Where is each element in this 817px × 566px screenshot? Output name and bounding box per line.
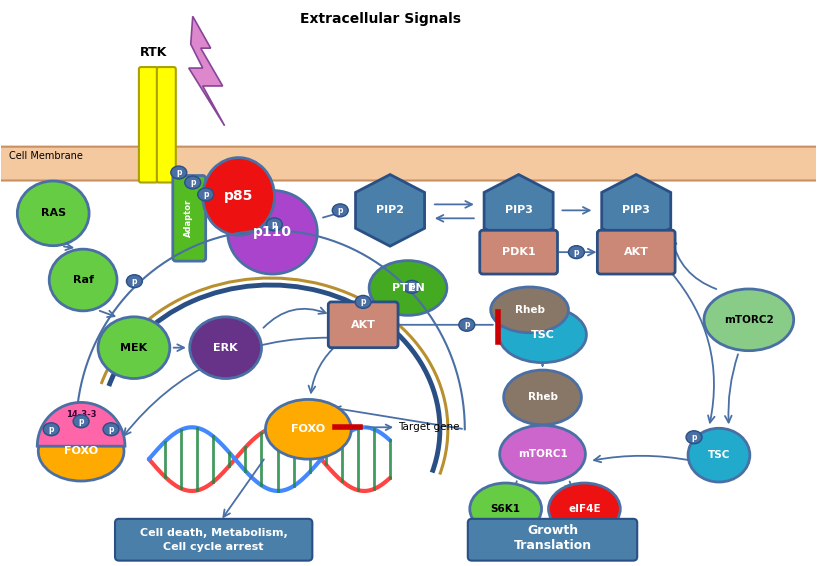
Ellipse shape: [228, 190, 317, 274]
Ellipse shape: [266, 218, 283, 231]
Ellipse shape: [171, 166, 187, 179]
Text: Raf: Raf: [73, 275, 94, 285]
Text: Cell Membrane: Cell Membrane: [9, 151, 83, 161]
FancyBboxPatch shape: [115, 519, 312, 561]
Text: p: p: [48, 424, 54, 434]
Ellipse shape: [98, 317, 170, 379]
Ellipse shape: [688, 428, 750, 482]
Ellipse shape: [49, 249, 117, 311]
Ellipse shape: [686, 431, 702, 444]
Text: Adaptor: Adaptor: [185, 199, 194, 238]
Text: AKT: AKT: [624, 247, 649, 257]
Ellipse shape: [369, 260, 447, 315]
Text: eIF4E: eIF4E: [568, 504, 600, 514]
Text: mTORC2: mTORC2: [724, 315, 774, 325]
Ellipse shape: [569, 246, 584, 259]
FancyBboxPatch shape: [328, 302, 398, 348]
Polygon shape: [601, 174, 671, 246]
Ellipse shape: [498, 307, 587, 363]
Text: PIP3: PIP3: [505, 205, 533, 215]
Text: p85: p85: [224, 190, 253, 203]
Text: p: p: [337, 206, 343, 215]
Text: p: p: [176, 168, 181, 177]
FancyBboxPatch shape: [173, 175, 206, 261]
Text: RTK: RTK: [141, 46, 167, 59]
Ellipse shape: [266, 400, 351, 459]
Wedge shape: [38, 402, 125, 446]
Text: Cell death, Metabolism,: Cell death, Metabolism,: [140, 528, 288, 538]
Ellipse shape: [355, 295, 371, 308]
Text: Rheb: Rheb: [528, 392, 557, 402]
Text: mTORC1: mTORC1: [518, 449, 568, 459]
Text: Growth: Growth: [527, 524, 578, 537]
Ellipse shape: [491, 287, 569, 333]
Text: p: p: [271, 220, 277, 229]
Text: ERK: ERK: [213, 342, 238, 353]
Text: FOXO: FOXO: [292, 424, 325, 434]
Ellipse shape: [503, 370, 582, 425]
FancyBboxPatch shape: [468, 519, 637, 561]
Ellipse shape: [103, 423, 119, 436]
Text: p: p: [464, 320, 470, 329]
Ellipse shape: [38, 421, 124, 481]
Ellipse shape: [190, 317, 261, 379]
Text: PIP2: PIP2: [376, 205, 404, 215]
Polygon shape: [189, 16, 225, 126]
Ellipse shape: [459, 318, 475, 331]
Text: p: p: [203, 190, 208, 199]
Ellipse shape: [43, 423, 59, 436]
Text: Target gene: Target gene: [398, 422, 459, 432]
Text: p110: p110: [253, 225, 292, 239]
Text: PDK1: PDK1: [502, 247, 535, 257]
Polygon shape: [484, 174, 553, 246]
Ellipse shape: [500, 425, 586, 483]
Text: TSC: TSC: [530, 330, 555, 340]
Text: Rheb: Rheb: [515, 305, 545, 315]
Ellipse shape: [17, 181, 89, 246]
Text: PIP3: PIP3: [623, 205, 650, 215]
Text: FOXO: FOXO: [64, 446, 98, 456]
Text: p: p: [409, 282, 415, 291]
Text: p: p: [691, 433, 697, 441]
Ellipse shape: [404, 280, 420, 293]
Ellipse shape: [470, 483, 542, 535]
Ellipse shape: [704, 289, 793, 351]
Polygon shape: [355, 174, 425, 246]
Text: Cell cycle arrest: Cell cycle arrest: [163, 542, 264, 552]
Text: Extracellular Signals: Extracellular Signals: [301, 12, 462, 26]
Text: p: p: [190, 178, 195, 187]
FancyBboxPatch shape: [139, 67, 158, 182]
Text: AKT: AKT: [350, 320, 376, 330]
Ellipse shape: [74, 415, 89, 428]
Ellipse shape: [198, 188, 214, 201]
Text: 14-3-3: 14-3-3: [66, 410, 96, 419]
Text: TSC: TSC: [708, 450, 730, 460]
Text: S6K1: S6K1: [491, 504, 520, 514]
FancyBboxPatch shape: [480, 230, 557, 274]
FancyBboxPatch shape: [0, 147, 817, 181]
Text: p: p: [78, 417, 84, 426]
FancyBboxPatch shape: [157, 67, 176, 182]
Text: p: p: [360, 297, 366, 306]
Ellipse shape: [185, 176, 201, 189]
Text: p: p: [132, 277, 137, 286]
FancyBboxPatch shape: [597, 230, 675, 274]
Ellipse shape: [127, 275, 142, 288]
Ellipse shape: [548, 483, 620, 535]
Ellipse shape: [203, 157, 275, 235]
Text: p: p: [109, 424, 114, 434]
Text: Translation: Translation: [513, 539, 592, 552]
Text: RAS: RAS: [41, 208, 66, 218]
Ellipse shape: [333, 204, 348, 217]
Text: p: p: [574, 248, 579, 256]
Text: PTEN: PTEN: [391, 283, 424, 293]
Text: MEK: MEK: [120, 342, 148, 353]
